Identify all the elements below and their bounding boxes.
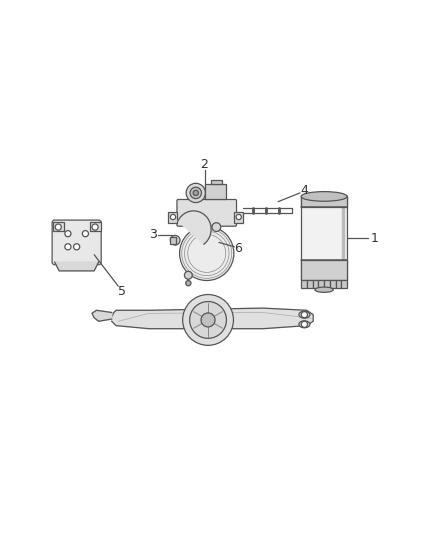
Bar	[324, 280, 330, 287]
Text: 2: 2	[201, 158, 208, 172]
Polygon shape	[112, 308, 313, 329]
Circle shape	[170, 236, 180, 245]
Bar	[336, 280, 341, 287]
Circle shape	[183, 295, 233, 345]
FancyBboxPatch shape	[52, 220, 101, 265]
Bar	[53, 222, 64, 231]
Polygon shape	[55, 262, 99, 271]
Bar	[168, 212, 177, 223]
Circle shape	[184, 271, 192, 279]
Text: 6: 6	[234, 241, 242, 255]
Circle shape	[65, 231, 71, 237]
Bar	[205, 184, 226, 199]
Circle shape	[180, 226, 234, 280]
Circle shape	[301, 321, 307, 327]
Circle shape	[301, 312, 307, 318]
Polygon shape	[178, 211, 211, 244]
Bar	[318, 280, 324, 287]
Circle shape	[82, 231, 88, 237]
Circle shape	[186, 280, 191, 286]
Ellipse shape	[299, 311, 310, 318]
Circle shape	[55, 224, 61, 230]
Bar	[211, 180, 222, 184]
Circle shape	[190, 187, 201, 199]
Circle shape	[201, 313, 215, 327]
Ellipse shape	[315, 287, 333, 292]
Circle shape	[74, 244, 80, 250]
Ellipse shape	[301, 191, 347, 201]
Text: 5: 5	[118, 285, 126, 298]
Bar	[301, 280, 307, 287]
Bar	[341, 280, 347, 287]
Circle shape	[212, 223, 221, 231]
Bar	[301, 260, 347, 280]
Circle shape	[92, 224, 98, 230]
Bar	[301, 197, 347, 280]
Bar	[234, 212, 243, 223]
Circle shape	[193, 190, 198, 196]
Bar	[313, 280, 318, 287]
Circle shape	[170, 214, 176, 220]
Circle shape	[65, 244, 71, 250]
Text: 4: 4	[300, 184, 308, 197]
Bar	[90, 222, 101, 231]
Bar	[330, 280, 336, 287]
Text: 3: 3	[149, 229, 157, 241]
Text: 1: 1	[371, 231, 379, 245]
Bar	[170, 237, 176, 244]
Circle shape	[190, 302, 226, 338]
Ellipse shape	[299, 321, 310, 328]
FancyBboxPatch shape	[177, 199, 237, 226]
Circle shape	[186, 183, 205, 203]
Bar	[307, 280, 313, 287]
Bar	[301, 197, 347, 207]
Polygon shape	[92, 310, 112, 321]
Circle shape	[236, 214, 241, 220]
